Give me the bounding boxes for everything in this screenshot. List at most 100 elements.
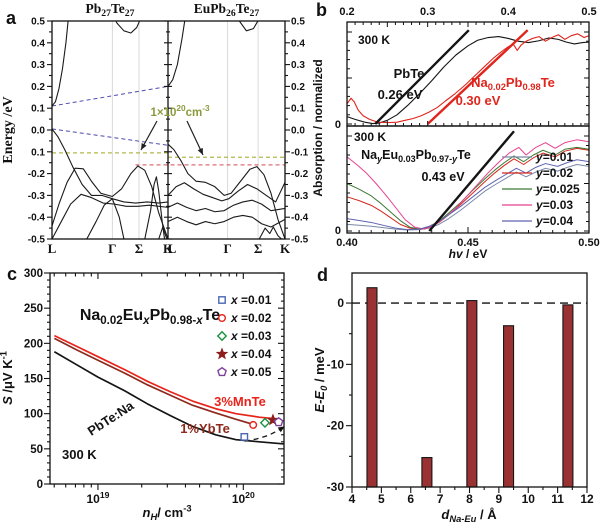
svg-text:0.1: 0.1 bbox=[291, 104, 305, 115]
svg-text:0.26 eV: 0.26 eV bbox=[378, 87, 423, 102]
svg-text:Na0.02EuxPb0.98-xTe: Na0.02EuxPb0.98-xTe bbox=[80, 307, 220, 327]
svg-text:K: K bbox=[280, 241, 291, 256]
svg-text:x =0.03: x =0.03 bbox=[230, 329, 272, 343]
svg-text:EuPb26Te27: EuPb26Te27 bbox=[194, 1, 260, 19]
svg-text:x =0.04: x =0.04 bbox=[230, 347, 272, 361]
svg-text:-0.5: -0.5 bbox=[291, 235, 309, 246]
panel-letter-d: d bbox=[317, 265, 328, 285]
svg-text:Σ: Σ bbox=[135, 241, 144, 256]
svg-text:-0.3: -0.3 bbox=[291, 191, 309, 202]
svg-text:y=0.01: y=0.01 bbox=[535, 150, 573, 164]
svg-text:4: 4 bbox=[349, 492, 356, 506]
svg-text:x =0.02: x =0.02 bbox=[230, 311, 272, 325]
svg-text:nH/ cm-3: nH/ cm-3 bbox=[142, 504, 191, 523]
svg-text:Na0.02Pb0.98Te: Na0.02Pb0.98Te bbox=[471, 75, 555, 92]
svg-text:50: 50 bbox=[30, 444, 43, 456]
svg-text:250: 250 bbox=[24, 303, 43, 315]
svg-text:-0.2: -0.2 bbox=[28, 169, 46, 180]
svg-text:0: 0 bbox=[335, 225, 341, 237]
svg-text:12: 12 bbox=[580, 492, 594, 506]
svg-text:-30: -30 bbox=[327, 480, 345, 494]
svg-text:7: 7 bbox=[437, 492, 444, 506]
svg-text:1019: 1019 bbox=[86, 490, 109, 506]
svg-text:150: 150 bbox=[24, 374, 43, 386]
svg-text:100: 100 bbox=[24, 409, 43, 421]
svg-text:Σ: Σ bbox=[254, 241, 263, 256]
svg-text:0.43 eV: 0.43 eV bbox=[421, 170, 465, 184]
svg-text:0.45: 0.45 bbox=[457, 237, 478, 249]
svg-text:-20: -20 bbox=[327, 419, 345, 433]
svg-text:0.0: 0.0 bbox=[291, 126, 305, 137]
svg-text:Γ: Γ bbox=[108, 241, 116, 256]
svg-text:0.4: 0.4 bbox=[501, 6, 517, 18]
svg-text:0.50: 0.50 bbox=[578, 237, 599, 249]
svg-text:0.3: 0.3 bbox=[31, 60, 45, 71]
svg-text:L: L bbox=[168, 241, 177, 256]
svg-text:300 K: 300 K bbox=[358, 33, 390, 47]
svg-text:-10: -10 bbox=[327, 357, 345, 371]
svg-text:1×1020cm-3: 1×1020cm-3 bbox=[150, 104, 209, 119]
svg-text:0.1: 0.1 bbox=[31, 147, 45, 158]
panel-b-absorption: 0.2 0.3 0.4 0.5 0.40 0.45 0.50 0 0 Absorption / n… bbox=[312, 0, 600, 262]
svg-text:300 K: 300 K bbox=[354, 130, 386, 144]
svg-text:0.40: 0.40 bbox=[336, 237, 357, 249]
svg-text:0.5: 0.5 bbox=[31, 17, 45, 28]
svg-text:0.5: 0.5 bbox=[291, 17, 305, 28]
svg-text:0.30 eV: 0.30 eV bbox=[456, 93, 501, 108]
panel-c-seebeck: 0 50 100 150 200 250 300 1019 1020 nH/ cm-3 S /μV … bbox=[0, 262, 312, 523]
svg-text:x =0.01: x =0.01 bbox=[230, 293, 272, 307]
svg-text:E-E0 / meV: E-E0 / meV bbox=[312, 347, 329, 412]
svg-text:200: 200 bbox=[24, 338, 43, 350]
absorption-chart: 0.2 0.3 0.4 0.5 0.40 0.45 0.50 0 0 Absorption / n… bbox=[312, 6, 600, 261]
svg-text:0.3: 0.3 bbox=[420, 6, 435, 18]
svg-text:300 K: 300 K bbox=[62, 447, 97, 462]
svg-text:0.2: 0.2 bbox=[291, 82, 305, 93]
svg-text:0: 0 bbox=[337, 296, 344, 310]
svg-text:Energy /eV: Energy /eV bbox=[1, 96, 16, 163]
svg-text:x =0.05: x =0.05 bbox=[230, 365, 272, 379]
svg-text:hv / eV: hv / eV bbox=[449, 247, 488, 261]
svg-text:y=0.03: y=0.03 bbox=[535, 198, 573, 212]
svg-text:1%YbTe: 1%YbTe bbox=[180, 421, 230, 436]
svg-text:K: K bbox=[163, 241, 174, 256]
svg-text:Pb27Te27: Pb27Te27 bbox=[86, 1, 135, 19]
panel-letter-a: a bbox=[6, 8, 17, 28]
svg-text:0: 0 bbox=[335, 119, 341, 131]
svg-text:8: 8 bbox=[466, 492, 473, 506]
svg-text:11: 11 bbox=[551, 492, 564, 506]
svg-text:300: 300 bbox=[24, 268, 43, 280]
svg-text:0.1: 0.1 bbox=[31, 104, 45, 115]
svg-text:-0.4: -0.4 bbox=[291, 213, 309, 224]
svg-text:L: L bbox=[48, 241, 57, 256]
svg-text:y=0.025: y=0.025 bbox=[535, 182, 580, 196]
svg-text:-0.5: -0.5 bbox=[28, 235, 46, 246]
svg-text:dNa-Eu / Å: dNa-Eu / Å bbox=[441, 507, 497, 523]
svg-text:0.2: 0.2 bbox=[339, 6, 354, 18]
svg-text:Absorption / normalized: Absorption / normalized bbox=[312, 59, 325, 196]
svg-text:0.4: 0.4 bbox=[291, 38, 305, 49]
svg-text:1020: 1020 bbox=[232, 490, 255, 506]
svg-text:y=0.04: y=0.04 bbox=[535, 214, 573, 228]
svg-text:-0.3: -0.3 bbox=[28, 191, 46, 202]
svg-text:0.0: 0.0 bbox=[31, 126, 45, 137]
panel-a-band-structure: 0.5 0.4 0.3 0.2 0.1 0.0 0.1 -0.2 -0.3 -0.4 -0.5 0.5… bbox=[0, 0, 312, 262]
svg-text:0.5: 0.5 bbox=[581, 6, 596, 18]
svg-text:9: 9 bbox=[496, 492, 503, 506]
svg-text:0.2: 0.2 bbox=[31, 82, 45, 93]
svg-text:6: 6 bbox=[407, 492, 414, 506]
svg-text:10: 10 bbox=[522, 492, 536, 506]
panel-d-bar-chart: 4 5 6 7 8 9 10 11 12 0 -10 -20 -30 E-E0 / meV dNa-Eu /… bbox=[312, 262, 600, 523]
svg-text:0: 0 bbox=[37, 479, 43, 491]
seebeck-chart: 0 50 100 150 200 250 300 1019 1020 nH/ cm-3 S /μV … bbox=[0, 268, 286, 523]
svg-text:y=0.02: y=0.02 bbox=[535, 166, 573, 180]
svg-text:NayEu0.03Pb0.97-yTe: NayEu0.03Pb0.97-yTe bbox=[361, 148, 471, 164]
panel-letter-c: c bbox=[7, 264, 18, 284]
svg-text:PbTe:Na: PbTe:Na bbox=[85, 397, 137, 438]
svg-text:-0.1: -0.1 bbox=[291, 147, 309, 158]
svg-text:Γ: Γ bbox=[224, 241, 232, 256]
svg-text:0.4: 0.4 bbox=[31, 38, 45, 49]
band-structure-chart: 0.5 0.4 0.3 0.2 0.1 0.0 0.1 -0.2 -0.3 -0.4 -0.5 0.5… bbox=[1, 1, 309, 256]
defect-energy-bar-chart: 4 5 6 7 8 9 10 11 12 0 -10 -20 -30 E-E0 / meV dNa-Eu /… bbox=[312, 272, 594, 523]
svg-text:-0.2: -0.2 bbox=[291, 169, 309, 180]
